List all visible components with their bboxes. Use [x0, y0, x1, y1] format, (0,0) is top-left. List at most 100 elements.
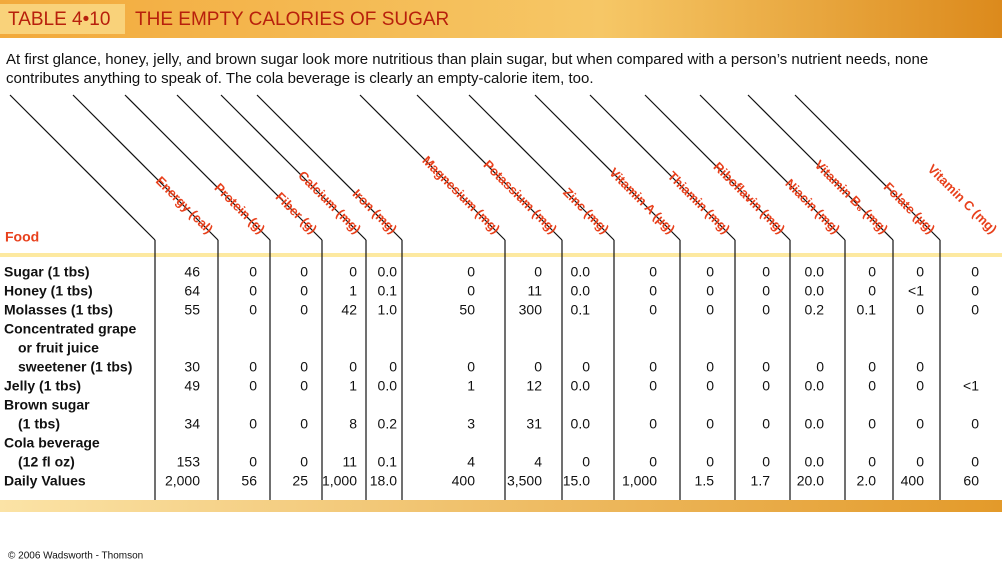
cell: 1.0	[378, 302, 398, 318]
cell: 0	[249, 302, 257, 318]
cell: 2.0	[857, 473, 877, 489]
diagonal-rule	[220, 94, 367, 241]
cell: 0.0	[378, 264, 398, 280]
diagonal-rule	[124, 94, 271, 241]
cell: 0	[971, 302, 979, 318]
cell: 0	[971, 264, 979, 280]
cell: 0	[534, 264, 542, 280]
cell: 0.1	[378, 283, 398, 299]
cell: 30	[184, 359, 200, 375]
cell: <1	[908, 283, 924, 299]
diagonal-rule	[644, 94, 791, 241]
cell: 0	[649, 416, 657, 432]
cell: 0.0	[571, 378, 591, 394]
diagonal-rule	[589, 94, 736, 241]
cell: 0.0	[805, 416, 825, 432]
cell: 0	[249, 264, 257, 280]
cell: 0	[868, 264, 876, 280]
cell: 0	[389, 359, 397, 375]
cell: 0	[868, 283, 876, 299]
cell: 0	[762, 416, 770, 432]
cell: 0.1	[378, 454, 398, 470]
diagonal-rule	[794, 94, 941, 241]
cell: 60	[963, 473, 979, 489]
cell: <1	[963, 378, 979, 394]
cell: 0	[916, 264, 924, 280]
cell: 0.0	[805, 454, 825, 470]
food-name: or fruit juice	[18, 340, 99, 356]
diagonal-rule	[747, 94, 894, 241]
cell: 400	[452, 473, 476, 489]
food-name: Cola beverage	[4, 435, 100, 451]
cell: 0	[249, 283, 257, 299]
cell: 0	[300, 302, 308, 318]
column-header: Zinc (mg)	[560, 185, 612, 237]
cell: 0	[706, 416, 714, 432]
cell: 0	[868, 454, 876, 470]
cell: 0	[300, 359, 308, 375]
cell: 0	[300, 264, 308, 280]
cell: 0	[971, 416, 979, 432]
cell: 0.1	[571, 302, 591, 318]
cell: 0	[868, 378, 876, 394]
food-name: sweetener (1 tbs)	[18, 359, 132, 375]
cell: 0.2	[378, 416, 398, 432]
diagonal-rule	[416, 94, 563, 241]
cell: 55	[184, 302, 200, 318]
cell: 1,000	[322, 473, 357, 489]
cell: 0.0	[805, 378, 825, 394]
copyright: © 2006 Wadsworth - Thomson	[8, 551, 143, 562]
cell: 0	[916, 359, 924, 375]
cell: 0	[816, 359, 824, 375]
cell: 1.5	[695, 473, 715, 489]
cell: 4	[467, 454, 475, 470]
cell: 0.0	[571, 283, 591, 299]
cell: 0	[649, 264, 657, 280]
cell: 1,000	[622, 473, 657, 489]
cell: 0	[762, 302, 770, 318]
cell: 42	[341, 302, 357, 318]
footer-bar	[0, 500, 1002, 512]
cell: 0	[762, 264, 770, 280]
cell: 0.0	[805, 283, 825, 299]
cell: 31	[526, 416, 542, 432]
caption: At first glance, honey, jelly, and brown…	[6, 51, 929, 87]
diagonal-rule	[72, 94, 219, 241]
cell: 0	[467, 264, 475, 280]
cell: 0	[971, 454, 979, 470]
food-name: Jelly (1 tbs)	[4, 378, 81, 394]
cell: 0	[649, 454, 657, 470]
food-name: (12 fl oz)	[18, 454, 75, 470]
cell: 0	[649, 359, 657, 375]
cell: 18.0	[370, 473, 397, 489]
cell: 15.0	[563, 473, 590, 489]
cell: 0	[300, 454, 308, 470]
cell: 50	[459, 302, 475, 318]
cell: 0	[249, 359, 257, 375]
cell: 25	[292, 473, 308, 489]
cell: 400	[901, 473, 925, 489]
cell: 12	[526, 378, 542, 394]
cell: 0.0	[571, 416, 591, 432]
cell: 0.0	[805, 264, 825, 280]
cell: 0	[916, 416, 924, 432]
cell: 2,000	[165, 473, 200, 489]
cell: 0	[349, 264, 357, 280]
cell: 20.0	[797, 473, 824, 489]
food-name: Concentrated grape	[4, 321, 136, 337]
cell: 0.2	[805, 302, 825, 318]
cell: 0	[649, 302, 657, 318]
cell: 64	[184, 283, 200, 299]
food-name: Daily Values	[4, 473, 86, 489]
cell: 153	[177, 454, 201, 470]
diagonal-rule	[699, 94, 846, 241]
column-header: Folate (µg)	[881, 179, 938, 236]
food-name: Sugar (1 tbs)	[4, 264, 90, 280]
cell: 0	[706, 264, 714, 280]
food-name: (1 tbs)	[18, 416, 60, 432]
cell: 1	[467, 378, 475, 394]
cell: 0	[916, 302, 924, 318]
cell: 0.0	[571, 264, 591, 280]
cell: 0	[249, 378, 257, 394]
cell: 0	[649, 378, 657, 394]
